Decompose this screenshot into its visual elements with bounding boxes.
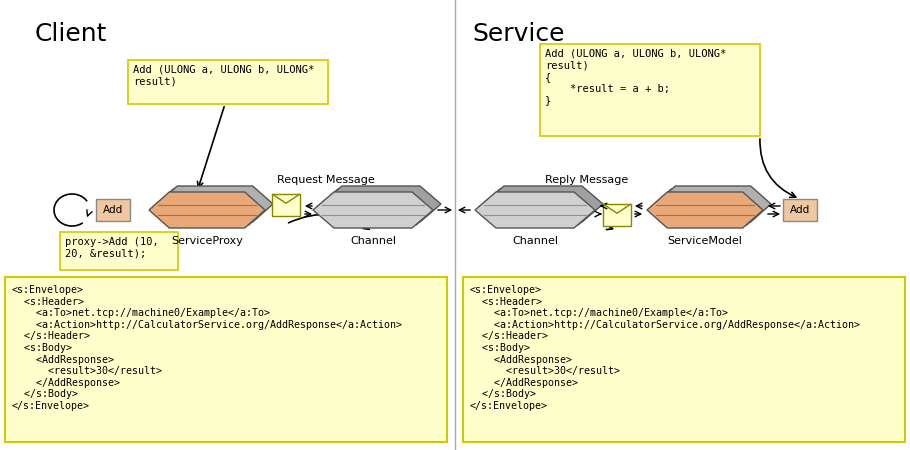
- Text: Add: Add: [103, 205, 123, 215]
- Polygon shape: [157, 186, 273, 222]
- Text: <s:Envelope>
  <s:Header>
    <a:To>net.tcp://machine0/Example</a:To>
    <a:Act: <s:Envelope> <s:Header> <a:To>net.tcp://…: [12, 285, 402, 411]
- Polygon shape: [483, 186, 603, 222]
- Text: ServiceProxy: ServiceProxy: [171, 236, 243, 246]
- FancyBboxPatch shape: [96, 199, 130, 221]
- Polygon shape: [321, 186, 441, 222]
- Text: Reply Message: Reply Message: [545, 175, 629, 185]
- Text: Request Message: Request Message: [278, 175, 375, 185]
- Text: Client: Client: [35, 22, 107, 46]
- FancyBboxPatch shape: [540, 44, 760, 136]
- FancyBboxPatch shape: [783, 199, 817, 221]
- FancyBboxPatch shape: [463, 277, 905, 442]
- Polygon shape: [603, 204, 631, 226]
- Text: proxy->Add (10,
20, &result);: proxy->Add (10, 20, &result);: [65, 237, 158, 259]
- Polygon shape: [651, 189, 767, 225]
- Polygon shape: [153, 189, 269, 225]
- Text: Add (ULONG a, ULONG b, ULONG*
result): Add (ULONG a, ULONG b, ULONG* result): [133, 65, 314, 86]
- Polygon shape: [272, 194, 300, 216]
- Polygon shape: [317, 189, 437, 225]
- Text: Add: Add: [790, 205, 810, 215]
- Text: Channel: Channel: [512, 236, 558, 246]
- Text: ServiceModel: ServiceModel: [668, 236, 743, 246]
- Text: Channel: Channel: [350, 236, 396, 246]
- Polygon shape: [647, 192, 763, 228]
- Text: Add (ULONG a, ULONG b, ULONG*
result)
{
    *result = a + b;
}: Add (ULONG a, ULONG b, ULONG* result) { …: [545, 49, 726, 105]
- Polygon shape: [479, 189, 599, 225]
- Polygon shape: [149, 192, 265, 228]
- Polygon shape: [655, 186, 771, 222]
- FancyBboxPatch shape: [5, 277, 447, 442]
- FancyBboxPatch shape: [60, 232, 178, 270]
- Polygon shape: [475, 192, 595, 228]
- Polygon shape: [313, 192, 433, 228]
- Text: Service: Service: [472, 22, 564, 46]
- Text: <s:Envelope>
  <s:Header>
    <a:To>net.tcp://machine0/Example</a:To>
    <a:Act: <s:Envelope> <s:Header> <a:To>net.tcp://…: [470, 285, 860, 411]
- FancyBboxPatch shape: [128, 60, 328, 104]
